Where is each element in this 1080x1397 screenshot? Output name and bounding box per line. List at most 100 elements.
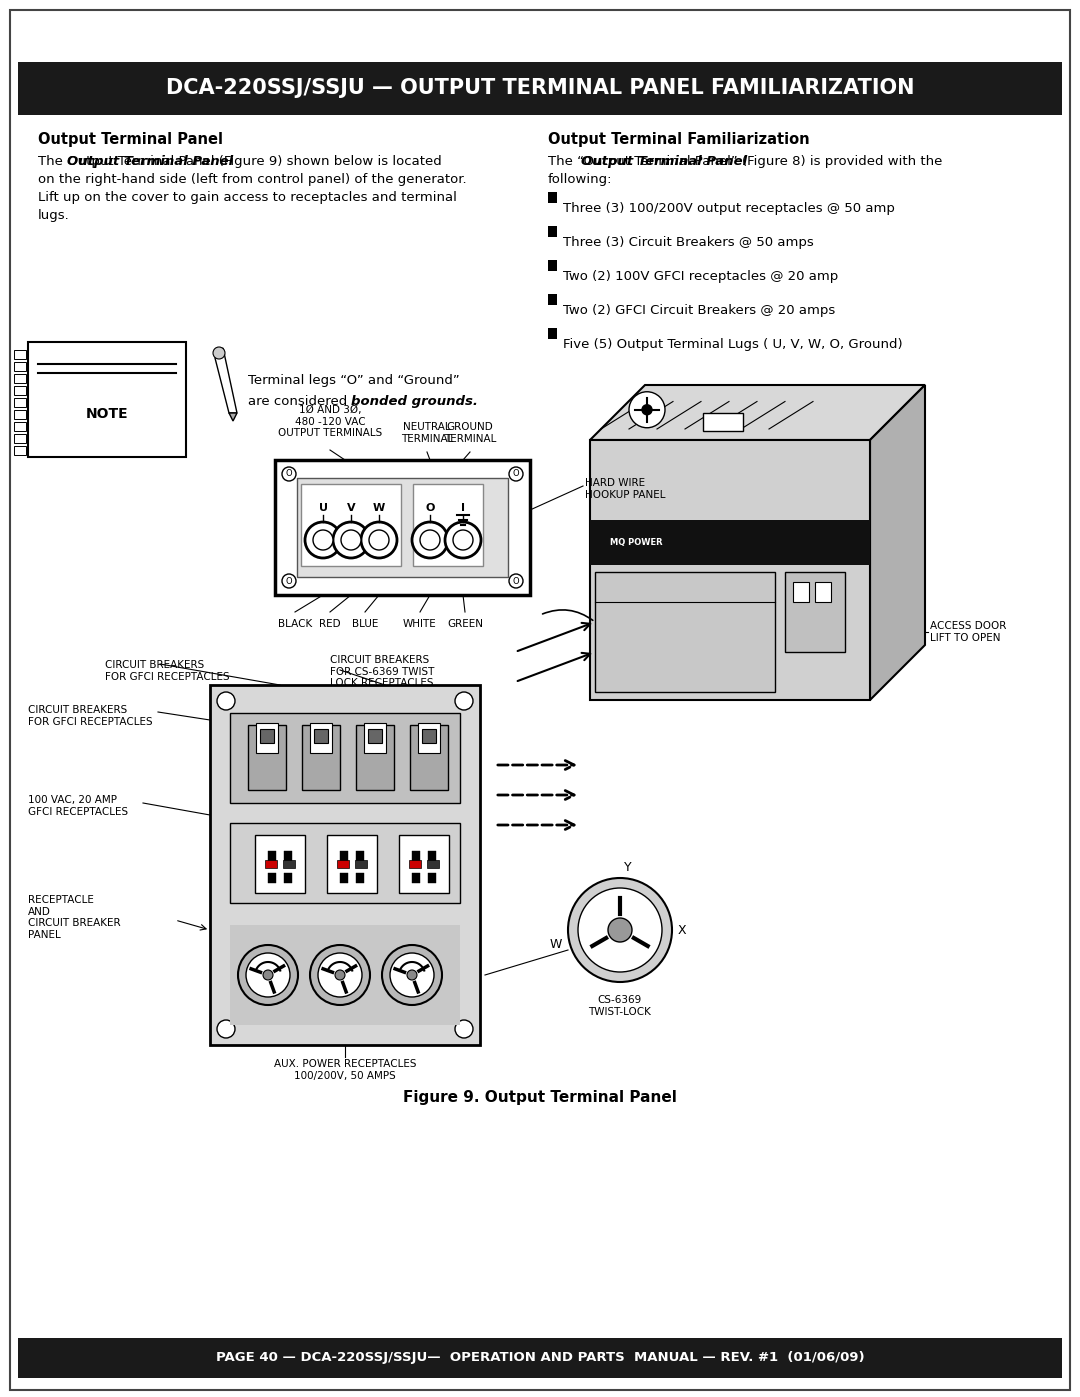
Bar bbox=[815, 583, 831, 602]
Bar bbox=[428, 873, 436, 883]
Text: 100 VAC, 20 AMP
GFCI RECEPTACLES: 100 VAC, 20 AMP GFCI RECEPTACLES bbox=[28, 795, 129, 817]
Bar bbox=[428, 851, 436, 861]
Bar bbox=[548, 328, 557, 339]
Bar bbox=[14, 434, 26, 443]
Text: O: O bbox=[286, 577, 293, 585]
Bar bbox=[283, 861, 295, 868]
Text: lugs.: lugs. bbox=[38, 210, 70, 222]
Circle shape bbox=[608, 918, 632, 942]
Text: O: O bbox=[426, 503, 434, 513]
Bar bbox=[28, 342, 186, 457]
Bar bbox=[356, 873, 364, 883]
Bar bbox=[327, 835, 377, 893]
Polygon shape bbox=[870, 386, 924, 700]
Bar bbox=[230, 823, 460, 902]
Text: Output Terminal Panel: Output Terminal Panel bbox=[581, 155, 747, 168]
Text: CIRCUIT BREAKERS
FOR GFCI RECEPTACLES: CIRCUIT BREAKERS FOR GFCI RECEPTACLES bbox=[105, 659, 230, 682]
Circle shape bbox=[305, 522, 341, 557]
Circle shape bbox=[246, 953, 291, 997]
Bar bbox=[411, 851, 420, 861]
Text: The: The bbox=[65, 155, 94, 168]
Circle shape bbox=[509, 574, 523, 588]
Text: GROUND
TERMINAL: GROUND TERMINAL bbox=[444, 422, 496, 444]
Text: Five (5) Output Terminal Lugs ( U, V, W, O, Ground): Five (5) Output Terminal Lugs ( U, V, W,… bbox=[563, 338, 903, 351]
Circle shape bbox=[455, 1020, 473, 1038]
Text: U: U bbox=[319, 503, 327, 513]
Bar bbox=[548, 191, 557, 203]
Circle shape bbox=[445, 522, 481, 557]
Bar bbox=[368, 729, 382, 743]
Text: WHITE: WHITE bbox=[403, 619, 437, 629]
Circle shape bbox=[217, 1020, 235, 1038]
Text: HARD WIRE
HOOKUP PANEL: HARD WIRE HOOKUP PANEL bbox=[585, 478, 665, 500]
Circle shape bbox=[341, 529, 361, 550]
Text: NEUTRAL
TERMINAL: NEUTRAL TERMINAL bbox=[401, 422, 454, 444]
Bar bbox=[418, 724, 440, 753]
Text: Figure 9. Output Terminal Panel: Figure 9. Output Terminal Panel bbox=[403, 1090, 677, 1105]
Text: O: O bbox=[286, 469, 293, 479]
Circle shape bbox=[455, 692, 473, 710]
Circle shape bbox=[453, 529, 473, 550]
Bar bbox=[18, 61, 1062, 115]
Text: BLACK: BLACK bbox=[278, 619, 312, 629]
Bar bbox=[255, 835, 305, 893]
Bar bbox=[230, 712, 460, 803]
Circle shape bbox=[382, 944, 442, 1004]
Bar bbox=[230, 925, 460, 1025]
Text: MQ POWER: MQ POWER bbox=[610, 538, 663, 548]
Bar bbox=[268, 873, 276, 883]
Text: CIRCUIT BREAKERS
FOR CS-6369 TWIST
LOCK RECEPTACLES: CIRCUIT BREAKERS FOR CS-6369 TWIST LOCK … bbox=[330, 655, 434, 689]
Bar bbox=[427, 861, 438, 868]
Bar bbox=[14, 446, 26, 455]
Circle shape bbox=[310, 944, 370, 1004]
Circle shape bbox=[238, 944, 298, 1004]
Text: W: W bbox=[373, 503, 386, 513]
Circle shape bbox=[264, 970, 273, 981]
Circle shape bbox=[213, 346, 225, 359]
Bar bbox=[411, 873, 420, 883]
Bar bbox=[14, 409, 26, 419]
Bar bbox=[310, 724, 332, 753]
Bar bbox=[548, 293, 557, 305]
Circle shape bbox=[318, 953, 362, 997]
Text: CS-6369
TWIST-LOCK: CS-6369 TWIST-LOCK bbox=[589, 995, 651, 1017]
Bar bbox=[356, 851, 364, 861]
Text: Three (3) 100/200V output receptacles @ 50 amp: Three (3) 100/200V output receptacles @ … bbox=[563, 203, 895, 215]
Bar bbox=[595, 571, 775, 692]
Text: AUX. POWER RECEPTACLES
100/200V, 50 AMPS: AUX. POWER RECEPTACLES 100/200V, 50 AMPS bbox=[273, 1059, 416, 1081]
Bar bbox=[284, 873, 292, 883]
Circle shape bbox=[217, 692, 235, 710]
Text: Terminal legs “O” and “Ground”: Terminal legs “O” and “Ground” bbox=[248, 374, 460, 387]
Bar bbox=[702, 412, 743, 430]
Text: bonded grounds.: bonded grounds. bbox=[351, 395, 477, 408]
Bar bbox=[314, 729, 328, 743]
Bar bbox=[256, 724, 278, 753]
Text: Y: Y bbox=[624, 861, 632, 875]
Bar bbox=[14, 422, 26, 432]
Bar bbox=[265, 861, 276, 868]
Text: are considered: are considered bbox=[248, 395, 351, 408]
Bar bbox=[399, 835, 449, 893]
Text: O: O bbox=[513, 469, 519, 479]
Text: Three (3) Circuit Breakers @ 50 amps: Three (3) Circuit Breakers @ 50 amps bbox=[563, 236, 813, 249]
Circle shape bbox=[390, 953, 434, 997]
Text: W: W bbox=[550, 939, 562, 951]
Bar bbox=[18, 1338, 1062, 1377]
Text: V: V bbox=[347, 503, 355, 513]
Bar bbox=[248, 725, 286, 789]
Bar bbox=[785, 571, 845, 652]
Bar bbox=[297, 478, 508, 577]
Text: following:: following: bbox=[548, 173, 612, 186]
Bar bbox=[14, 386, 26, 395]
Circle shape bbox=[509, 467, 523, 481]
Text: BLUE: BLUE bbox=[352, 619, 378, 629]
Bar bbox=[793, 583, 809, 602]
Text: CIRCUIT BREAKERS
FOR GFCI RECEPTACLES: CIRCUIT BREAKERS FOR GFCI RECEPTACLES bbox=[28, 705, 152, 726]
Bar bbox=[410, 725, 448, 789]
Bar bbox=[284, 851, 292, 861]
Circle shape bbox=[313, 529, 333, 550]
Text: DCA-220SSJ/SSJU — OUTPUT TERMINAL PANEL FAMILIARIZATION: DCA-220SSJ/SSJU — OUTPUT TERMINAL PANEL … bbox=[165, 78, 915, 99]
Bar bbox=[422, 729, 436, 743]
Text: O: O bbox=[513, 577, 519, 585]
Text: Lift up on the cover to gain access to receptacles and terminal: Lift up on the cover to gain access to r… bbox=[38, 191, 457, 204]
